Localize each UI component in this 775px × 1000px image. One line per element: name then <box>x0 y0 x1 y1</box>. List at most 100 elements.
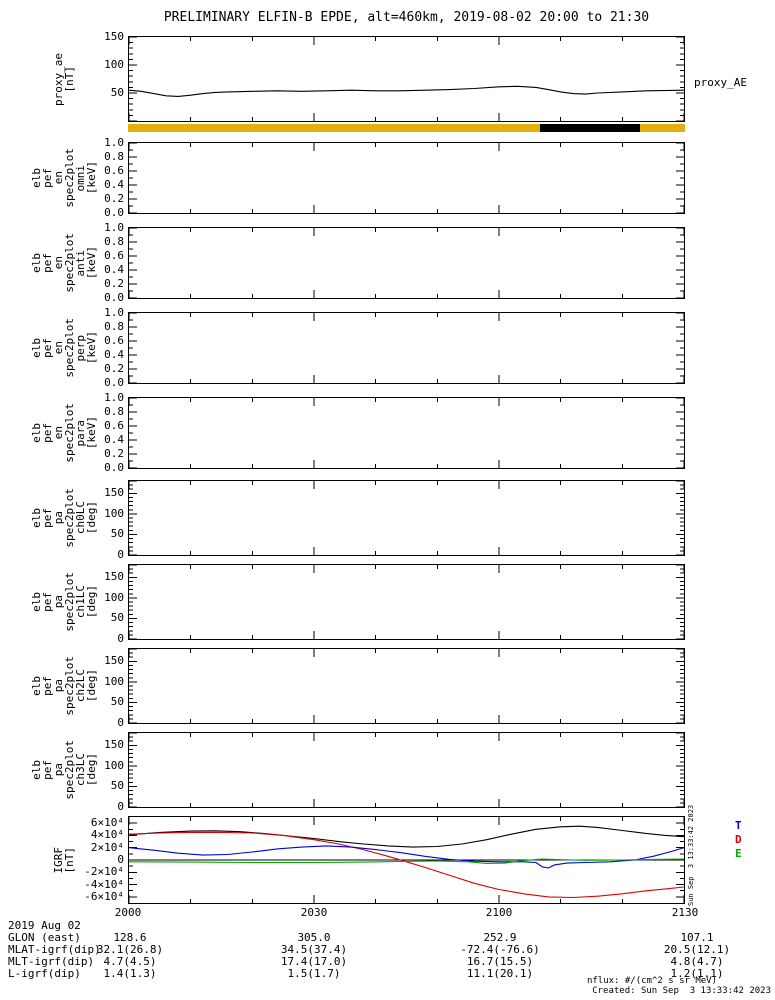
plot-canvas <box>129 817 684 903</box>
footer-row-glon-label: GLON (east) <box>8 931 81 944</box>
x-axis-tick-labels: 2000 2030 2100 2130 <box>0 906 775 919</box>
y-tick-label: 150 <box>104 486 124 500</box>
x-tick-label-2100: 2100 <box>485 906 513 919</box>
y-tick-label: 2×10⁴ <box>90 840 124 854</box>
footer-row-mlat-label: MLAT-igrf(dip) <box>8 943 101 956</box>
footer-row-glon: GLON (east) 128.6 305.0 252.9 107.1 <box>0 931 775 944</box>
igrf-legend-letter-d: D <box>735 833 742 846</box>
footer-row-mlat: MLAT-igrf(dip) 32.1(26.8) 34.5(37.4) -72… <box>0 943 775 956</box>
y-tick-label: 0.6 <box>104 249 124 262</box>
y-tick-label: 0.6 <box>104 164 124 177</box>
footer-glon-v4: 107.1 <box>680 931 714 944</box>
y-axis-label-proxy-ae: proxy_ae [nT] <box>26 36 102 122</box>
plot-canvas <box>129 37 684 121</box>
x-tick-label-2130: 2130 <box>671 906 699 919</box>
y-tick-label: 50 <box>110 86 124 99</box>
y-tick-label: 50 <box>110 611 124 625</box>
y-tick-label: 150 <box>104 30 124 43</box>
y-tick-label: 0.4 <box>104 178 124 191</box>
footer-row-mlt: MLT-igrf(dip) 4.7(4.5) 17.4(17.0) 16.7(1… <box>0 955 775 968</box>
plot-area-en-anti <box>128 227 685 299</box>
y-tick-label: 100 <box>104 590 124 604</box>
y-tick-label: -4×10⁴ <box>84 877 124 891</box>
created-note: Created: Sun Sep 3 13:33:42 2023 <box>592 986 771 996</box>
panel-en-spec-omni: elb pef en spec2plot omni [keV] 1.0 0.8 0.6 0.4 0… <box>0 137 775 218</box>
y-tick-label: 4×10⁴ <box>90 828 124 842</box>
y-tick-label: 1.0 <box>104 306 124 319</box>
y-tick-label: 0.8 <box>104 235 124 248</box>
plot-area-igrf <box>128 816 685 904</box>
panel-en-spec-anti: elb pef en spec2plot anti [keV] 1.0 0.8 0.6 0.4 0… <box>0 222 775 303</box>
y-tick-label: 0.4 <box>104 433 124 446</box>
y-tick-label: 0.6 <box>104 419 124 432</box>
panel-pa-spec-ch0lc: elb pef pa spec2plot ch0LC [deg] 150 100 50 0 <box>0 480 775 560</box>
footer-row-l-label: L-igrf(dip) <box>8 967 81 980</box>
footer-mlt-v4: 4.8(4.7) <box>670 955 724 968</box>
footer-glon-v1: 128.6 <box>113 931 147 944</box>
footer-mlat-v2: 34.5(37.4) <box>280 943 348 956</box>
y-tick-label: 100 <box>104 58 124 71</box>
y-tick-label: 0 <box>117 632 124 645</box>
y-tick-label: 1.0 <box>104 221 124 234</box>
y-tick-label: 0.2 <box>104 362 124 375</box>
y-tick-label: 1.0 <box>104 391 124 404</box>
y-tick-label: -6×10⁴ <box>84 889 124 903</box>
footer-date: 2019 Aug 02 <box>8 919 81 932</box>
y-tick-label: 0.8 <box>104 150 124 163</box>
y-tick-label: 150 <box>104 570 124 584</box>
y-tick-label: 0.6 <box>104 334 124 347</box>
panel-en-spec-perp: elb pef en spec2plot perp [keV] 1.0 0.8 0.6 0.4 0… <box>0 307 775 388</box>
plot-area-proxy-ae <box>128 36 685 122</box>
y-tick-label: 0.2 <box>104 447 124 460</box>
y-tick-label: 150 <box>104 738 124 752</box>
plot-area-pa-ch0lc <box>128 480 685 556</box>
panel-pa-spec-ch2lc: elb pef pa spec2plot ch2LC [deg] 150 100 50 0 <box>0 648 775 728</box>
igrf-legend-letter-t: T <box>735 819 742 832</box>
y-tick-label: -2×10⁴ <box>84 865 124 879</box>
plot-canvas <box>129 481 684 555</box>
y-tick-label: 0.4 <box>104 263 124 276</box>
y-tick-label: 0.2 <box>104 277 124 290</box>
y-tick-label: 100 <box>104 506 124 520</box>
footer-l-v3: 11.1(20.1) <box>466 967 534 980</box>
plot-canvas <box>129 143 684 213</box>
availability-bar <box>128 124 685 132</box>
footer-mlt-v2: 17.4(17.0) <box>280 955 348 968</box>
y-tick-label: 100 <box>104 674 124 688</box>
panel-pa-spec-ch3lc: elb pef pa spec2plot ch3LC [deg] 150 100 50 0 <box>0 732 775 812</box>
igrf-legend-letter-e: E <box>735 847 742 860</box>
plot-canvas <box>129 733 684 807</box>
y-tick-label: 0.2 <box>104 192 124 205</box>
y-tick-label: 0.0 <box>104 206 124 219</box>
footer-mlat-v3: -72.4(-76.6) <box>460 943 540 956</box>
plot-area-en-omni <box>128 142 685 214</box>
footer-mlat-v4: 20.5(12.1) <box>663 943 731 956</box>
footer-row-mlt-label: MLT-igrf(dip) <box>8 955 95 968</box>
plot-area-pa-ch1lc <box>128 564 685 640</box>
y-tick-label: 0.0 <box>104 376 124 389</box>
y-tick-label: 150 <box>104 654 124 668</box>
footer-l-v4: 1.2(1.1) <box>670 967 724 980</box>
y-tick-label: 50 <box>110 779 124 793</box>
nflux-units-note: nflux: #/(cm^2 s sr MeV) <box>586 976 717 986</box>
y-tick-label: 0 <box>117 716 124 729</box>
y-tick-label: 0 <box>117 800 124 813</box>
panel-pa-spec-ch1lc: elb pef pa spec2plot ch1LC [deg] 150 100 50 0 <box>0 564 775 644</box>
plot-canvas <box>129 565 684 639</box>
footer-row-l: L-igrf(dip) 1.4(1.3) 1.5(1.7) 11.1(20.1)… <box>0 967 775 980</box>
footer-glon-v2: 305.0 <box>297 931 331 944</box>
proxy-ae-line-label: proxy_AE <box>694 76 747 89</box>
plot-area-pa-ch3lc <box>128 732 685 808</box>
y-tick-label: 0.8 <box>104 320 124 333</box>
y-tick-label: 50 <box>110 695 124 709</box>
plot-area-en-perp <box>128 312 685 384</box>
y-tick-label: 0 <box>117 853 124 866</box>
y-tick-label: 0.8 <box>104 405 124 418</box>
footer-l-v1: 1.4(1.3) <box>103 967 157 980</box>
y-tick-label: 6×10⁴ <box>90 816 124 830</box>
plot-canvas <box>129 398 684 468</box>
plot-area-pa-ch2lc <box>128 648 685 724</box>
y-tick-label: 0.0 <box>104 291 124 304</box>
footer-mlt-v3: 16.7(15.5) <box>466 955 534 968</box>
